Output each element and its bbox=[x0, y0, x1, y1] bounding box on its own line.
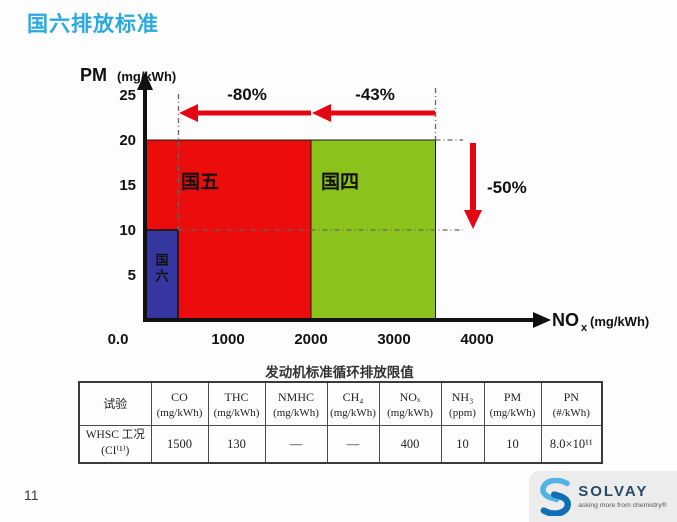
col-header-ch4: CH₄ (mg/kWh) bbox=[326, 381, 380, 426]
page-number: 11 bbox=[24, 487, 39, 503]
x-axis-title: NO bbox=[552, 310, 579, 330]
region-label-china5: 国五 bbox=[181, 171, 219, 193]
col-header-nh3: NH₃ (ppm) bbox=[440, 381, 485, 426]
cell-pm: 10 bbox=[483, 425, 542, 464]
y-axis-title: PM bbox=[80, 65, 107, 85]
y-tick-25: 25 bbox=[119, 87, 136, 104]
x-tick-3000: 3000 bbox=[377, 331, 410, 348]
table-row: WHSC 工况 (CI⁽¹⁾) 1500 130 — — 400 10 10 8… bbox=[78, 425, 603, 464]
col-header-pn: PN (#/kWh) bbox=[540, 381, 603, 426]
col-header-thc: THC (mg/kWh) bbox=[207, 381, 266, 426]
table-header-row: 试验 CO (mg/kWh) THC (mg/kWh) NMHC (mg/kWh) C… bbox=[78, 381, 603, 426]
arrow-80pct-head-icon bbox=[179, 104, 198, 122]
cell-co: 1500 bbox=[150, 425, 209, 464]
arrow-50pct-head-icon bbox=[464, 210, 482, 229]
x-axis-unit: (mg/kWh) bbox=[590, 314, 649, 329]
col-header-test: 试验 bbox=[78, 381, 152, 426]
y-axis-arrow-icon bbox=[137, 72, 153, 90]
y-tick-20: 20 bbox=[119, 132, 136, 149]
cell-ch4: — bbox=[326, 425, 380, 464]
col-header-pm: PM (mg/kWh) bbox=[483, 381, 542, 426]
y-tick-10: 10 bbox=[119, 222, 136, 239]
cell-nox: 400 bbox=[378, 425, 442, 464]
col-header-nmhc: NMHC (mg/kWh) bbox=[264, 381, 328, 426]
cell-test: WHSC 工况 (CI⁽¹⁾) bbox=[78, 425, 152, 464]
y-tick-5: 5 bbox=[128, 267, 136, 284]
solvay-s-icon bbox=[540, 477, 572, 516]
label-minus-50pct: -50% bbox=[487, 178, 527, 197]
col-header-nox: NOₓ (mg/kWh) bbox=[378, 381, 442, 426]
y-tick-15: 15 bbox=[119, 177, 136, 194]
x-tick-0: 0.0 bbox=[108, 331, 129, 348]
arrow-43pct-head-icon bbox=[312, 104, 331, 122]
x-axis-arrow-icon bbox=[533, 312, 551, 328]
region-label-china6: 国六 bbox=[154, 253, 169, 285]
cell-nmhc: — bbox=[264, 425, 328, 464]
page-title: 国六排放标准 bbox=[27, 13, 159, 36]
x-axis-title-sub: x bbox=[581, 322, 588, 334]
cell-pn: 8.0×10¹¹ bbox=[540, 425, 603, 464]
solvay-logo: SOLVAY asking more from chemistry® bbox=[529, 471, 677, 522]
x-tick-2000: 2000 bbox=[294, 331, 327, 348]
cell-thc: 130 bbox=[207, 425, 266, 464]
label-minus-43pct: -43% bbox=[355, 85, 395, 104]
table-title: 发动机标准循环排放限值 bbox=[265, 365, 414, 380]
x-tick-4000: 4000 bbox=[460, 331, 493, 348]
label-minus-80pct: -80% bbox=[227, 85, 267, 104]
emission-standard-chart: PM (mg/kWh) NO x (mg/kWh) 25 20 15 10 5 … bbox=[80, 65, 649, 348]
col-header-co: CO (mg/kWh) bbox=[150, 381, 209, 426]
cell-nh3: 10 bbox=[440, 425, 485, 464]
y-axis-unit: (mg/kWh) bbox=[117, 69, 176, 84]
region-label-china4: 国四 bbox=[321, 171, 359, 193]
emission-limits-table: 试验 CO (mg/kWh) THC (mg/kWh) NMHC (mg/kWh) C… bbox=[78, 381, 603, 464]
brand-tagline: asking more from chemistry® bbox=[578, 502, 667, 510]
brand-name: SOLVAY bbox=[578, 482, 649, 500]
x-tick-1000: 1000 bbox=[211, 331, 244, 348]
